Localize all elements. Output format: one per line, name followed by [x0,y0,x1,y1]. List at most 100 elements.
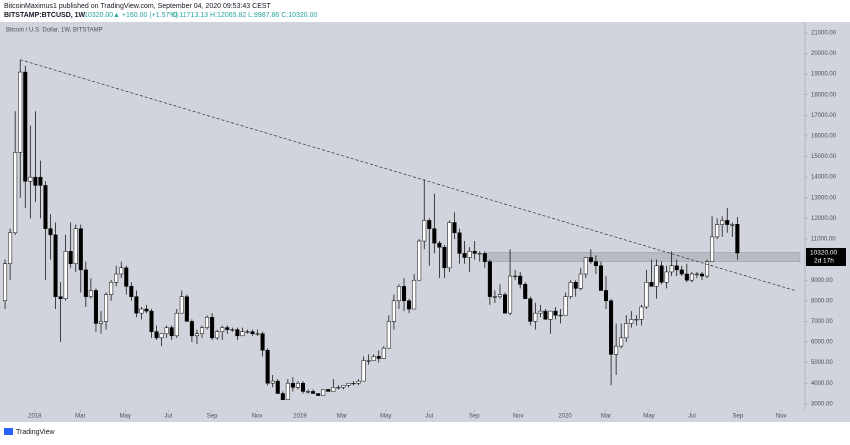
candle-body [386,321,391,349]
candle-body [694,273,699,275]
candle-body [619,337,624,347]
candle-body [588,257,593,262]
candle-body [88,290,93,297]
candle-body [134,296,139,314]
candle-body [33,176,38,186]
candle-body [391,300,396,322]
x-tick-label: May [120,414,131,420]
price-axis [805,22,850,410]
candle-body [356,380,361,384]
candle-body [53,234,58,297]
candle-body [336,387,341,389]
x-tick-label: Nov [776,414,787,420]
candle-body [83,269,88,297]
y-tick-label: 6000.00 [811,340,833,346]
x-tick-label: 2018 [28,414,42,420]
y-tick-label: 4000.00 [811,381,833,387]
candle-body [528,298,533,322]
candle-body [593,261,598,267]
candle-body [149,310,154,332]
candle-body [381,347,386,359]
resistance-zone [486,252,801,262]
countdown: 2d 17h [814,258,834,265]
candle-body [598,265,603,291]
candle-body [300,382,306,392]
candle-body [583,257,588,275]
candle-body [447,222,452,269]
candle-body [189,321,194,337]
x-tick-label: May [643,414,654,420]
plot-area: Bitcoin / U.S. Dollar, 1W, BITSTAMP 3000.… [0,22,850,422]
x-tick-label: Jul [688,414,696,420]
ohlc: O:11713.13 H:12065.82 L:9987.86 C:10320.… [172,12,318,19]
candle-body [114,273,119,283]
candle-body [295,382,300,388]
candle-body [78,228,83,271]
candle-body [407,300,412,310]
plot-background [0,22,805,410]
candle-body [270,380,275,384]
x-tick-label: Mar [75,414,85,420]
candle-body [23,71,28,182]
candle-body [169,327,174,337]
candle-body [265,349,270,384]
candle-body [205,317,210,328]
candle-body [184,296,189,322]
candle-body [396,286,401,302]
candle-body [634,319,639,321]
candle-body [159,333,164,339]
candle-body [235,329,240,337]
candle-body [215,331,220,339]
candle-body [124,267,129,287]
x-tick-label: 2020 [558,414,572,420]
logo [4,428,13,435]
candle-body [331,387,336,392]
candle-body [210,317,215,339]
candle-body [624,323,629,339]
x-tick-label: Nov [513,414,524,420]
symbol: BITSTAMP:BTCUSD, 1W [4,12,86,19]
candle-body [306,391,311,393]
candle-body [477,253,482,255]
candle-body [361,360,366,382]
candle-body [119,267,124,275]
candle-body [679,269,684,275]
candle-body [442,246,447,269]
candle-body [285,382,290,400]
candle-body [558,314,563,317]
candle-body [563,296,568,316]
x-tick-label: Mar [337,414,347,420]
candle-body [649,281,654,287]
candle-body [68,251,73,264]
y-tick-label: 5000.00 [811,360,833,366]
candle-body [543,310,548,320]
x-tick-label: Nov [252,414,263,420]
candle-body [13,152,18,234]
candle-body [705,261,710,277]
candle-body [523,284,528,299]
candle-body [326,389,331,392]
candle-body [568,281,573,297]
candle-body [538,310,543,314]
chart-title: Bitcoin / U.S. Dollar, 1W, BITSTAMP [6,28,103,34]
time-axis [0,410,850,422]
y-tick-label: 13000.00 [811,195,837,201]
candle-body [316,393,321,396]
candle-body [154,331,159,339]
y-tick-label: 9000.00 [811,278,833,284]
candle-body [669,265,674,273]
candle-body [725,220,730,225]
candle-body [487,261,492,297]
candle-body [230,329,235,331]
candle-body [497,294,502,297]
y-tick-label: 11000.00 [811,237,836,243]
candle-body [38,176,43,186]
candle-body [321,389,326,396]
price-label: 10320.00 [810,250,837,257]
y-tick-label: 18000.00 [811,92,837,98]
candle-body [260,333,265,351]
candle-body [664,271,669,283]
candle-body [311,391,316,394]
candle-body [255,333,260,335]
candle-body [715,224,720,238]
